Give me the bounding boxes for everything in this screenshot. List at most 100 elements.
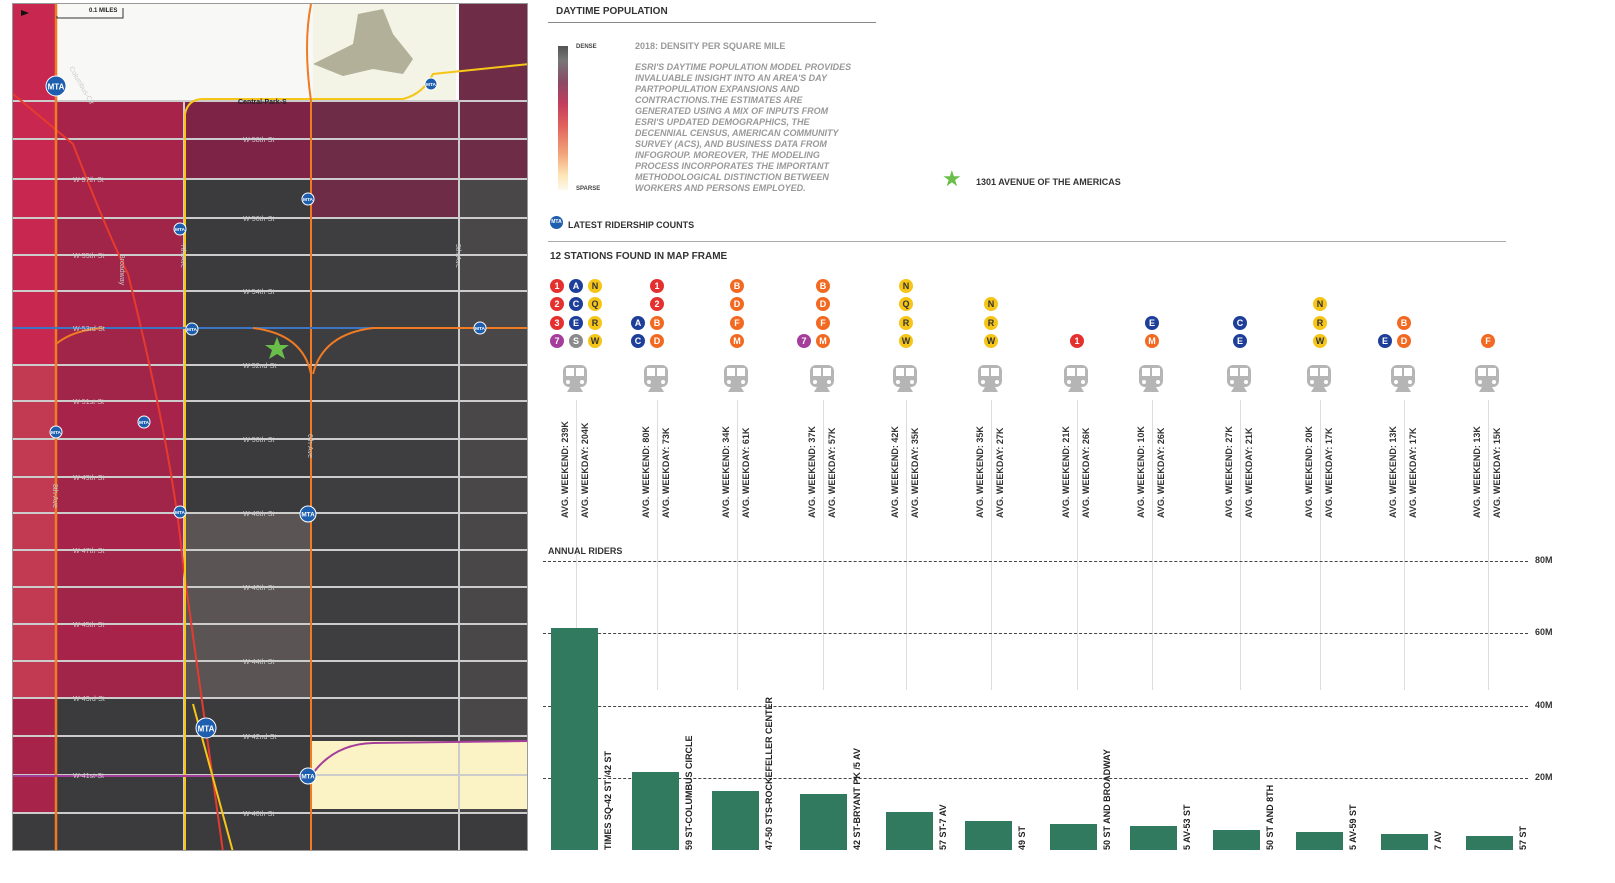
station-guide-line [1488, 400, 1489, 690]
avg-weekday-riders: AVG. WEEKDAY: 57K [827, 427, 837, 518]
subway-line-1-icon: 1 [1070, 334, 1084, 348]
avg-weekend-riders: AVG. WEEKEND: 42K [890, 426, 900, 518]
map-block [184, 365, 311, 401]
map-block [459, 698, 527, 736]
mta-station-label: MTA [303, 197, 314, 203]
mta-station-icon [45, 75, 67, 97]
bar-annual-riders[interactable] [712, 790, 759, 850]
map-block [311, 401, 459, 439]
bar-annual-riders[interactable] [800, 793, 847, 850]
bar-annual-riders[interactable] [1296, 831, 1343, 850]
train-icon [1139, 365, 1163, 392]
train-icon [1227, 365, 1251, 392]
subway-line-E-icon: E [1378, 334, 1392, 348]
subway-line-C-icon: C [1233, 315, 1247, 330]
map-block [56, 255, 184, 291]
subway-line-6av [306, 4, 312, 850]
station-column[interactable]: F AVG. WEEKEND: 13K AVG. WEEKDAY: 15K [1458, 270, 1518, 690]
bar-label: 50 ST AND BROADWAY [1102, 749, 1112, 850]
mta-station-icon [137, 415, 151, 429]
bar-annual-riders[interactable] [632, 771, 679, 850]
train-icon [978, 365, 1002, 392]
legend-subtitle: 2018: DENSITY PER SQUARE MILE [635, 41, 786, 51]
subway-line-2-icon: 2 [550, 297, 564, 311]
bar-annual-riders[interactable] [886, 811, 933, 850]
map-block [184, 218, 311, 255]
map-block [13, 218, 56, 255]
map-block [184, 477, 311, 513]
map-block [56, 736, 184, 775]
bar-annual-riders[interactable] [1050, 823, 1097, 850]
map-block [13, 401, 56, 439]
subway-line-W-icon: W [984, 334, 998, 348]
scale-bar [56, 8, 124, 19]
subway-line-D-icon: D [730, 297, 744, 311]
north-arrow-icon [21, 10, 29, 16]
mta-station-label: MTA [301, 512, 315, 519]
bar-annual-riders[interactable] [1381, 834, 1428, 850]
bar-annual-riders[interactable] [551, 628, 598, 850]
map-block [459, 550, 527, 587]
bar-label: 59 ST-COLUMBUS CIRCLE [684, 735, 694, 850]
map-block [184, 661, 311, 698]
map-block [13, 775, 56, 813]
star-icon: ★ [942, 166, 962, 191]
map-block [56, 477, 184, 513]
bar-annual-riders[interactable] [1466, 835, 1513, 850]
map-block [459, 139, 527, 179]
map-block [459, 101, 527, 139]
street-label: W-42nd-St [243, 734, 276, 741]
subway-line-E-icon: E [1233, 334, 1247, 348]
avenue-label: 8th-Ave [51, 484, 58, 508]
station-guide-line [1320, 400, 1321, 690]
station-column[interactable]: 1 AVG. WEEKEND: 21K AVG. WEEKDAY: 26K [1047, 270, 1107, 690]
map-block [459, 255, 527, 291]
avg-weekday-riders: AVG. WEEKDAY: 204K [580, 422, 590, 518]
train-icon [644, 365, 668, 392]
daytime-population-map[interactable]: Central-Park-S W-58th-St W 57th St W-56th-S… [12, 3, 528, 851]
subway-line-W-icon: W [899, 334, 913, 348]
bar-annual-riders[interactable] [1213, 829, 1260, 850]
mta-station-label: MTA [175, 227, 186, 233]
subway-line-A-icon: A [631, 315, 645, 330]
map-block [459, 4, 527, 101]
map-block [184, 255, 311, 291]
map-block [56, 587, 184, 624]
map-block [13, 813, 527, 850]
map-block [311, 179, 459, 218]
bar-annual-riders[interactable] [965, 821, 1012, 850]
map-block [184, 624, 311, 661]
avenue-label: Broadway [118, 254, 125, 286]
map-block [56, 101, 184, 139]
avg-weekday-riders: AVG. WEEKDAY: 26K [1081, 427, 1091, 518]
mta-station-label: MTA [48, 82, 65, 91]
subway-line-R-icon: R [1313, 315, 1327, 330]
street-label: W-40th-St [243, 811, 274, 818]
mta-station-label: MTA [426, 82, 437, 88]
street-label: W-56th-St [243, 216, 274, 223]
mta-station-icon [49, 425, 63, 439]
subway-line-7-icon: 7 [797, 334, 811, 348]
subway-line-2-icon: 2 [650, 297, 664, 311]
subway-line-F-icon: F [730, 315, 744, 330]
y-tick-label: 20M [1535, 771, 1553, 782]
station-guide-line [906, 400, 907, 690]
map-block [311, 255, 459, 291]
station-guide-line [576, 400, 577, 690]
avg-weekday-riders: AVG. WEEKDAY: 15K [1492, 427, 1502, 518]
subway-line-C-icon: C [569, 297, 583, 311]
legend-title: DAYTIME POPULATION [556, 6, 668, 17]
map-block [13, 101, 56, 139]
bar-annual-riders[interactable] [1130, 825, 1177, 850]
mta-station-label: MTA [51, 430, 62, 436]
